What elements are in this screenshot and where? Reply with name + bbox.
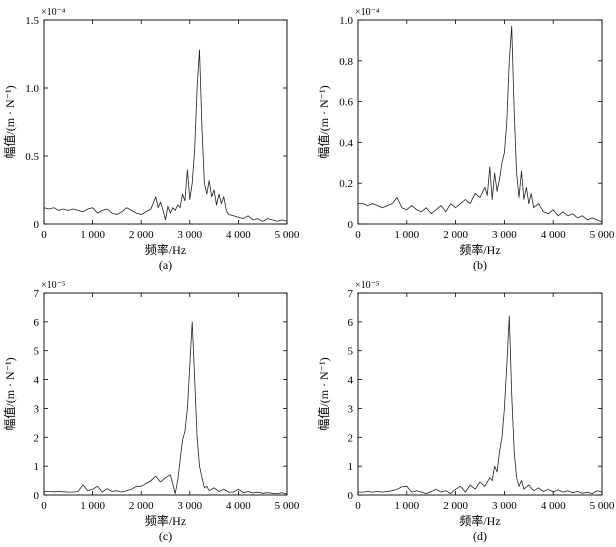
y-tick-label: 0.5 [25, 151, 39, 163]
x-tick-label: 4 000 [541, 229, 566, 241]
x-axis-label: 频率/Hz [145, 242, 186, 257]
y-tick-label: 6 [34, 317, 40, 329]
x-tick-label: 3 000 [492, 229, 517, 241]
y-tick-label: 0.4 [339, 137, 353, 149]
series-line [358, 315, 603, 495]
y-tick-label: 5 [348, 346, 354, 358]
y-tick-label: 1 [348, 461, 354, 473]
y-tick-label: 1.0 [25, 83, 39, 95]
x-tick-label: 2 000 [443, 500, 468, 512]
x-tick-label: 3 000 [177, 229, 202, 241]
y-tick-label: 0.2 [339, 178, 353, 190]
x-axis-label: 频率/Hz [459, 242, 500, 257]
y-tick-label: 1 [34, 461, 40, 473]
y-tick-label: 5 [34, 346, 40, 358]
x-tick-label: 5 000 [275, 229, 300, 241]
y-tick-label: 3 [34, 403, 40, 415]
panel-caption: (d) [473, 529, 487, 543]
y-tick-label: 6 [348, 317, 354, 329]
y-tick-label: 7 [34, 288, 40, 300]
chart-panel-3: 0 1 000 2 000 3 000 4 000 5 000 0 1 2 3 4 5 6 7×10⁻⁵ 频… [2, 280, 300, 543]
y-tick-label: 3 [348, 403, 354, 415]
y-axis-label: 幅值/(m · N⁻¹) [2, 357, 17, 430]
x-tick-label: 1 000 [80, 229, 105, 241]
y-tick-label: 2 [348, 432, 354, 444]
y-tick-label: 4 [34, 375, 40, 387]
plot-frame [357, 19, 603, 225]
panel-caption: (c) [159, 529, 172, 543]
y-tick-label: 2 [34, 432, 40, 444]
x-axis-label: 频率/Hz [459, 513, 500, 528]
y-tick-label: 1.5 [25, 15, 39, 27]
plot-frame [43, 19, 288, 225]
y-axis-label: 幅值/(m · N⁻¹) [316, 85, 331, 158]
x-tick-label: 0 [355, 229, 361, 241]
x-tick-label: 0 [41, 229, 47, 241]
x-tick-label: 3 000 [177, 500, 202, 512]
x-tick-label: 0 [41, 500, 47, 512]
chart-panel-4: 0 1 000 2 000 3 000 4 000 5 000 0 1 2 3 4 5 6 7×10⁻⁵ 频… [316, 280, 615, 543]
series-line [43, 49, 288, 222]
y-multiplier-label: ×10⁻⁴ [41, 7, 66, 18]
x-tick-label: 4 000 [226, 500, 251, 512]
panel-caption: (b) [473, 258, 487, 272]
x-tick-label: 5 000 [590, 229, 615, 241]
y-tick-label: 0 [348, 219, 354, 231]
y-axis-label: 幅值/(m · N⁻¹) [316, 357, 331, 430]
x-tick-label: 2 000 [443, 229, 468, 241]
x-tick-label: 5 000 [275, 500, 300, 512]
plot-frame [357, 292, 603, 496]
chart-panel-2: 0 1 000 2 000 3 000 4 000 5 000 0 0.2 0.4 0.6 0.8 1… [316, 7, 615, 272]
x-tick-label: 4 000 [226, 229, 251, 241]
x-tick-label: 1 000 [394, 229, 419, 241]
y-tick-label: 0 [34, 490, 40, 502]
plot-frame [43, 292, 288, 496]
x-axis-label: 频率/Hz [145, 513, 186, 528]
chart-panel-1: 0 1 000 2 000 3 000 4 000 5 000 0 0.5 1.0 1.5×10⁻… [2, 7, 300, 272]
y-tick-label: 0 [348, 490, 354, 502]
y-axis-label: 幅值/(m · N⁻¹) [2, 85, 17, 158]
series-line [44, 321, 288, 495]
y-multiplier-label: ×10⁻⁵ [41, 280, 65, 291]
series-line [358, 25, 603, 223]
y-multiplier-label: ×10⁻⁵ [355, 280, 379, 291]
x-tick-label: 2 000 [129, 229, 154, 241]
x-tick-label: 0 [355, 500, 361, 512]
y-tick-label: 4 [348, 375, 354, 387]
panel-caption: (a) [159, 258, 172, 272]
x-tick-label: 4 000 [541, 500, 566, 512]
y-multiplier-label: ×10⁻⁴ [355, 7, 380, 18]
y-tick-label: 0.8 [339, 56, 353, 68]
x-tick-label: 1 000 [80, 500, 105, 512]
y-tick-label: 0 [34, 219, 40, 231]
x-tick-label: 1 000 [394, 500, 419, 512]
y-tick-label: 7 [348, 288, 354, 300]
x-tick-label: 2 000 [129, 500, 154, 512]
y-tick-label: 1.0 [339, 15, 353, 27]
x-tick-label: 3 000 [492, 500, 517, 512]
x-tick-label: 5 000 [590, 500, 615, 512]
y-tick-label: 0.6 [339, 97, 353, 109]
